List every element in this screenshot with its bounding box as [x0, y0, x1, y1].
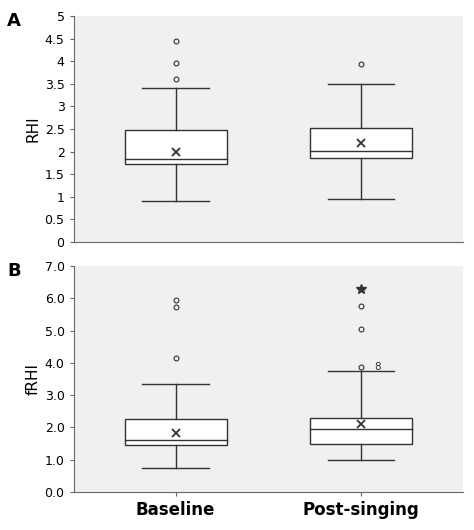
Bar: [310, 128, 412, 158]
Y-axis label: RHI: RHI: [26, 116, 40, 143]
Text: A: A: [8, 12, 21, 30]
Text: B: B: [8, 261, 21, 279]
Y-axis label: fRHI: fRHI: [26, 363, 40, 395]
Bar: [125, 419, 227, 445]
Bar: [125, 130, 227, 164]
Bar: [310, 418, 412, 444]
Text: 8: 8: [374, 362, 381, 372]
